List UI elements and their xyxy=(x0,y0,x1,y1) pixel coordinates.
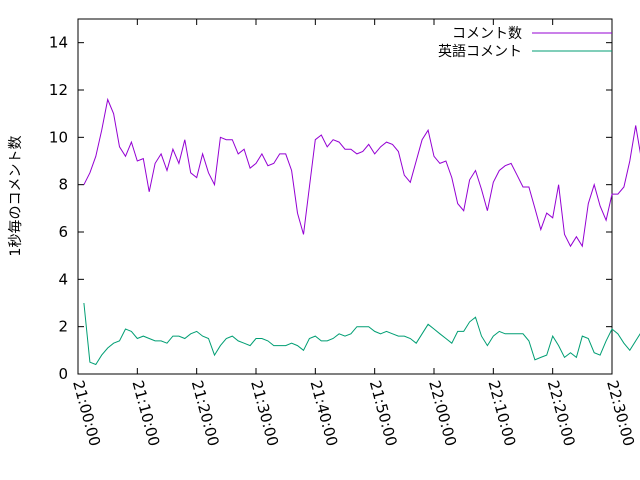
y-axis: 0 2 4 6 8 10 12 14 xyxy=(49,34,612,383)
x-tick-label: 21:40:00 xyxy=(306,378,341,448)
x-tick-label: 22:10:00 xyxy=(484,378,519,448)
plot-area xyxy=(77,18,613,375)
x-tick-label: 21:10:00 xyxy=(128,378,163,448)
plot-border xyxy=(77,18,613,375)
x-tick-label: 21:20:00 xyxy=(188,378,223,448)
y-tick-label: 6 xyxy=(58,223,68,241)
series-line-english xyxy=(83,302,640,366)
x-axis: 21:00:00 21:10:00 21:20:00 21:30:00 21:40:00… xyxy=(69,19,638,448)
legend-label: 英語コメント xyxy=(438,43,522,60)
y-tick-label: 12 xyxy=(49,81,68,99)
y-tick-label: 4 xyxy=(58,270,68,288)
series-line-comments xyxy=(83,97,640,248)
x-tick-label: 21:50:00 xyxy=(366,378,401,448)
series-layer xyxy=(83,97,640,366)
x-tick-label: 22:00:00 xyxy=(425,378,460,448)
y-axis-label: 1秒毎のコメント数 xyxy=(8,136,24,257)
x-tick-label: 21:00:00 xyxy=(69,378,104,448)
y-tick-label: 2 xyxy=(58,318,68,336)
y-tick-label: 14 xyxy=(49,34,68,52)
y-tick-label: 8 xyxy=(58,176,68,194)
legend-label: コメント数 xyxy=(452,26,522,42)
y-tick-label: 10 xyxy=(49,128,68,146)
x-tick-label: 22:30:00 xyxy=(603,378,638,448)
x-tick-label: 22:20:00 xyxy=(544,378,579,448)
x-tick-label: 21:30:00 xyxy=(247,378,282,448)
y-tick-label: 0 xyxy=(58,365,68,383)
